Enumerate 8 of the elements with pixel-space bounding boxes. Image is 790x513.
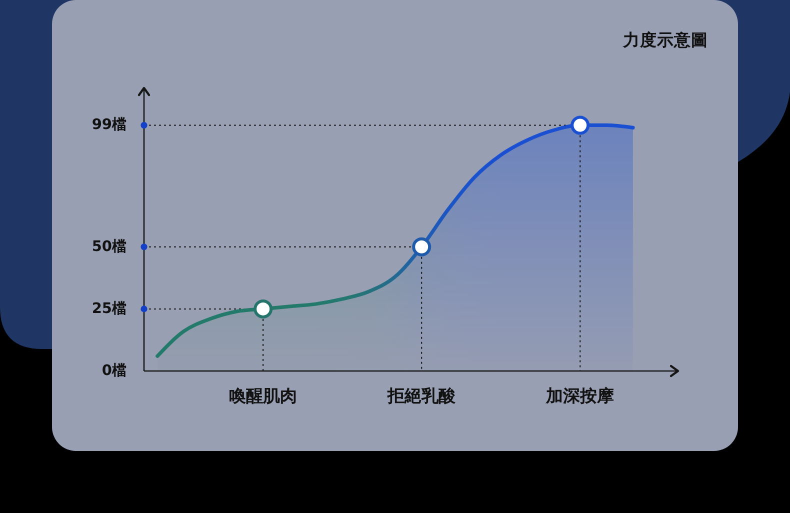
y-tick-label: 50檔 — [92, 238, 127, 255]
x-tick-label: 加深按摩 — [545, 386, 614, 407]
y-tick-label: 0檔 — [102, 362, 127, 379]
x-tick-label: 喚醒肌肉 — [229, 386, 298, 407]
chart-title: 力度示意圖 — [622, 30, 708, 50]
y-tick-label: 99檔 — [92, 116, 127, 134]
x-tick-label: 拒絕乳酸 — [386, 386, 457, 407]
y-tick-label: 25檔 — [92, 300, 127, 317]
